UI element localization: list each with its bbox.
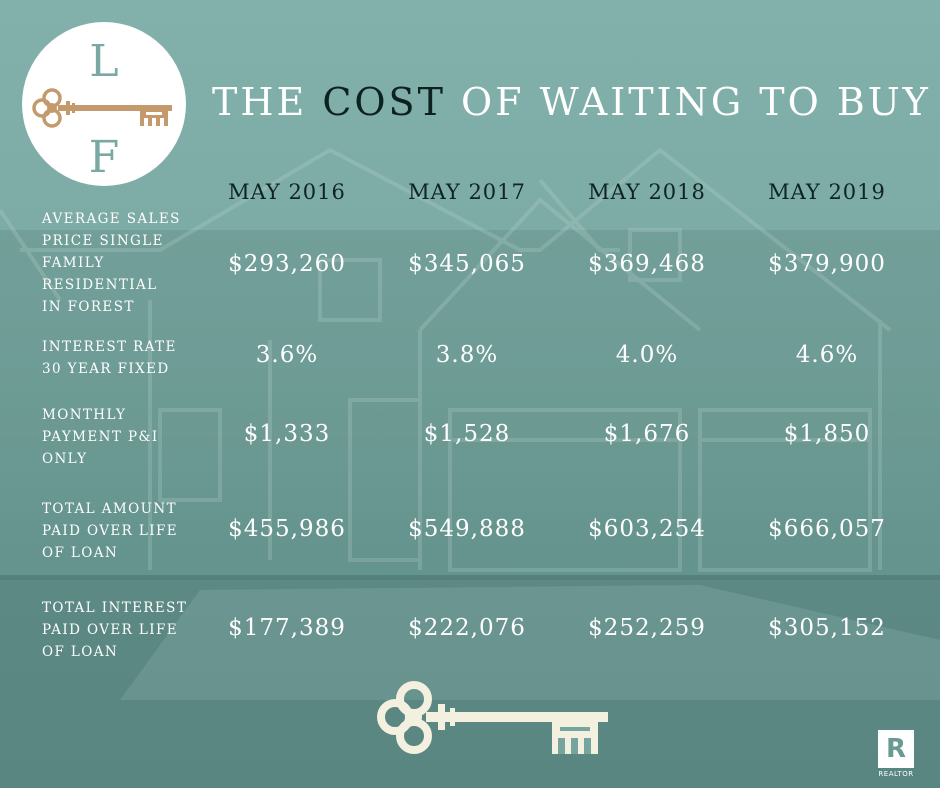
label-line: FAMILY [42,255,105,271]
label-line: TOTAL INTEREST [42,600,188,616]
row-label-total-interest-paid: TOTAL INTEREST PAID OVER LIFE OF LOAN [42,597,210,663]
value-cell: $305,152 [768,615,886,641]
label-line: INTEREST RATE [42,339,177,355]
logo-letter-f: F [88,132,120,183]
value-cell: $666,057 [768,516,886,542]
logo-letter-l: L [89,36,119,87]
value-cell: $1,333 [243,421,331,447]
realtor-text: REALTOR [878,770,914,778]
label-line: ONLY [42,451,88,467]
value-cell: 3.6% [255,342,319,368]
value-cell: $345,065 [408,251,526,277]
realtor-logo: R REALTOR [872,730,920,778]
value-cell: 4.6% [795,342,859,368]
value-cell: $177,389 [228,615,346,641]
label-line: PRICE SINGLE [42,233,164,249]
label-line: PAID OVER LIFE [42,622,179,638]
value-cell: $222,076 [408,615,526,641]
label-line: MONTHLY [42,407,127,423]
value-cell: $1,850 [783,421,871,447]
title-part-3: OF WAITING TO BUY [445,80,931,124]
value-cell: $293,260 [228,251,346,277]
label-line: OF LOAN [42,644,119,660]
label-line: TOTAL AMOUNT [42,501,177,517]
label-line: PAID OVER LIFE [42,523,179,539]
title-part-1: THE [212,80,323,124]
value-cell: $1,676 [603,421,691,447]
value-cell: $1,528 [423,421,511,447]
label-line: 30 YEAR FIXED [42,361,170,377]
value-cell: $252,259 [588,615,706,641]
value-cell: 3.8% [435,342,499,368]
company-logo: L F [22,22,186,186]
gold-key-icon [32,88,172,128]
row-label-average-sales-price: AVERAGE SALES PRICE SINGLE FAMILY RESIDE… [42,208,210,318]
year-header-2017: MAY 2017 [408,180,526,204]
value-cell: $455,986 [228,516,346,542]
value-cell: $369,468 [588,251,706,277]
value-cell: $549,888 [408,516,526,542]
label-line: IN FOREST [42,299,135,315]
value-cell: $603,254 [588,516,706,542]
cream-key-icon [377,681,608,754]
title-emphasis: COST [322,80,446,124]
row-label-total-amount-paid: TOTAL AMOUNT PAID OVER LIFE OF LOAN [42,498,210,564]
year-header-2019: MAY 2019 [768,180,886,204]
label-line: AVERAGE SALES [42,211,181,227]
label-line: PAYMENT P&I [42,429,159,445]
realtor-r-icon: R [878,730,914,768]
value-cell: 4.0% [615,342,679,368]
label-line: RESIDENTIAL [42,277,158,293]
row-label-monthly-payment: MONTHLY PAYMENT P&I ONLY [42,404,210,470]
value-cell: $379,900 [768,251,886,277]
label-line: OF LOAN [42,545,119,561]
year-header-2016: MAY 2016 [228,180,346,204]
row-label-interest-rate: INTEREST RATE 30 YEAR FIXED [42,336,210,380]
page-title: THE COST OF WAITING TO BUY [212,80,928,124]
year-header-2018: MAY 2018 [588,180,706,204]
